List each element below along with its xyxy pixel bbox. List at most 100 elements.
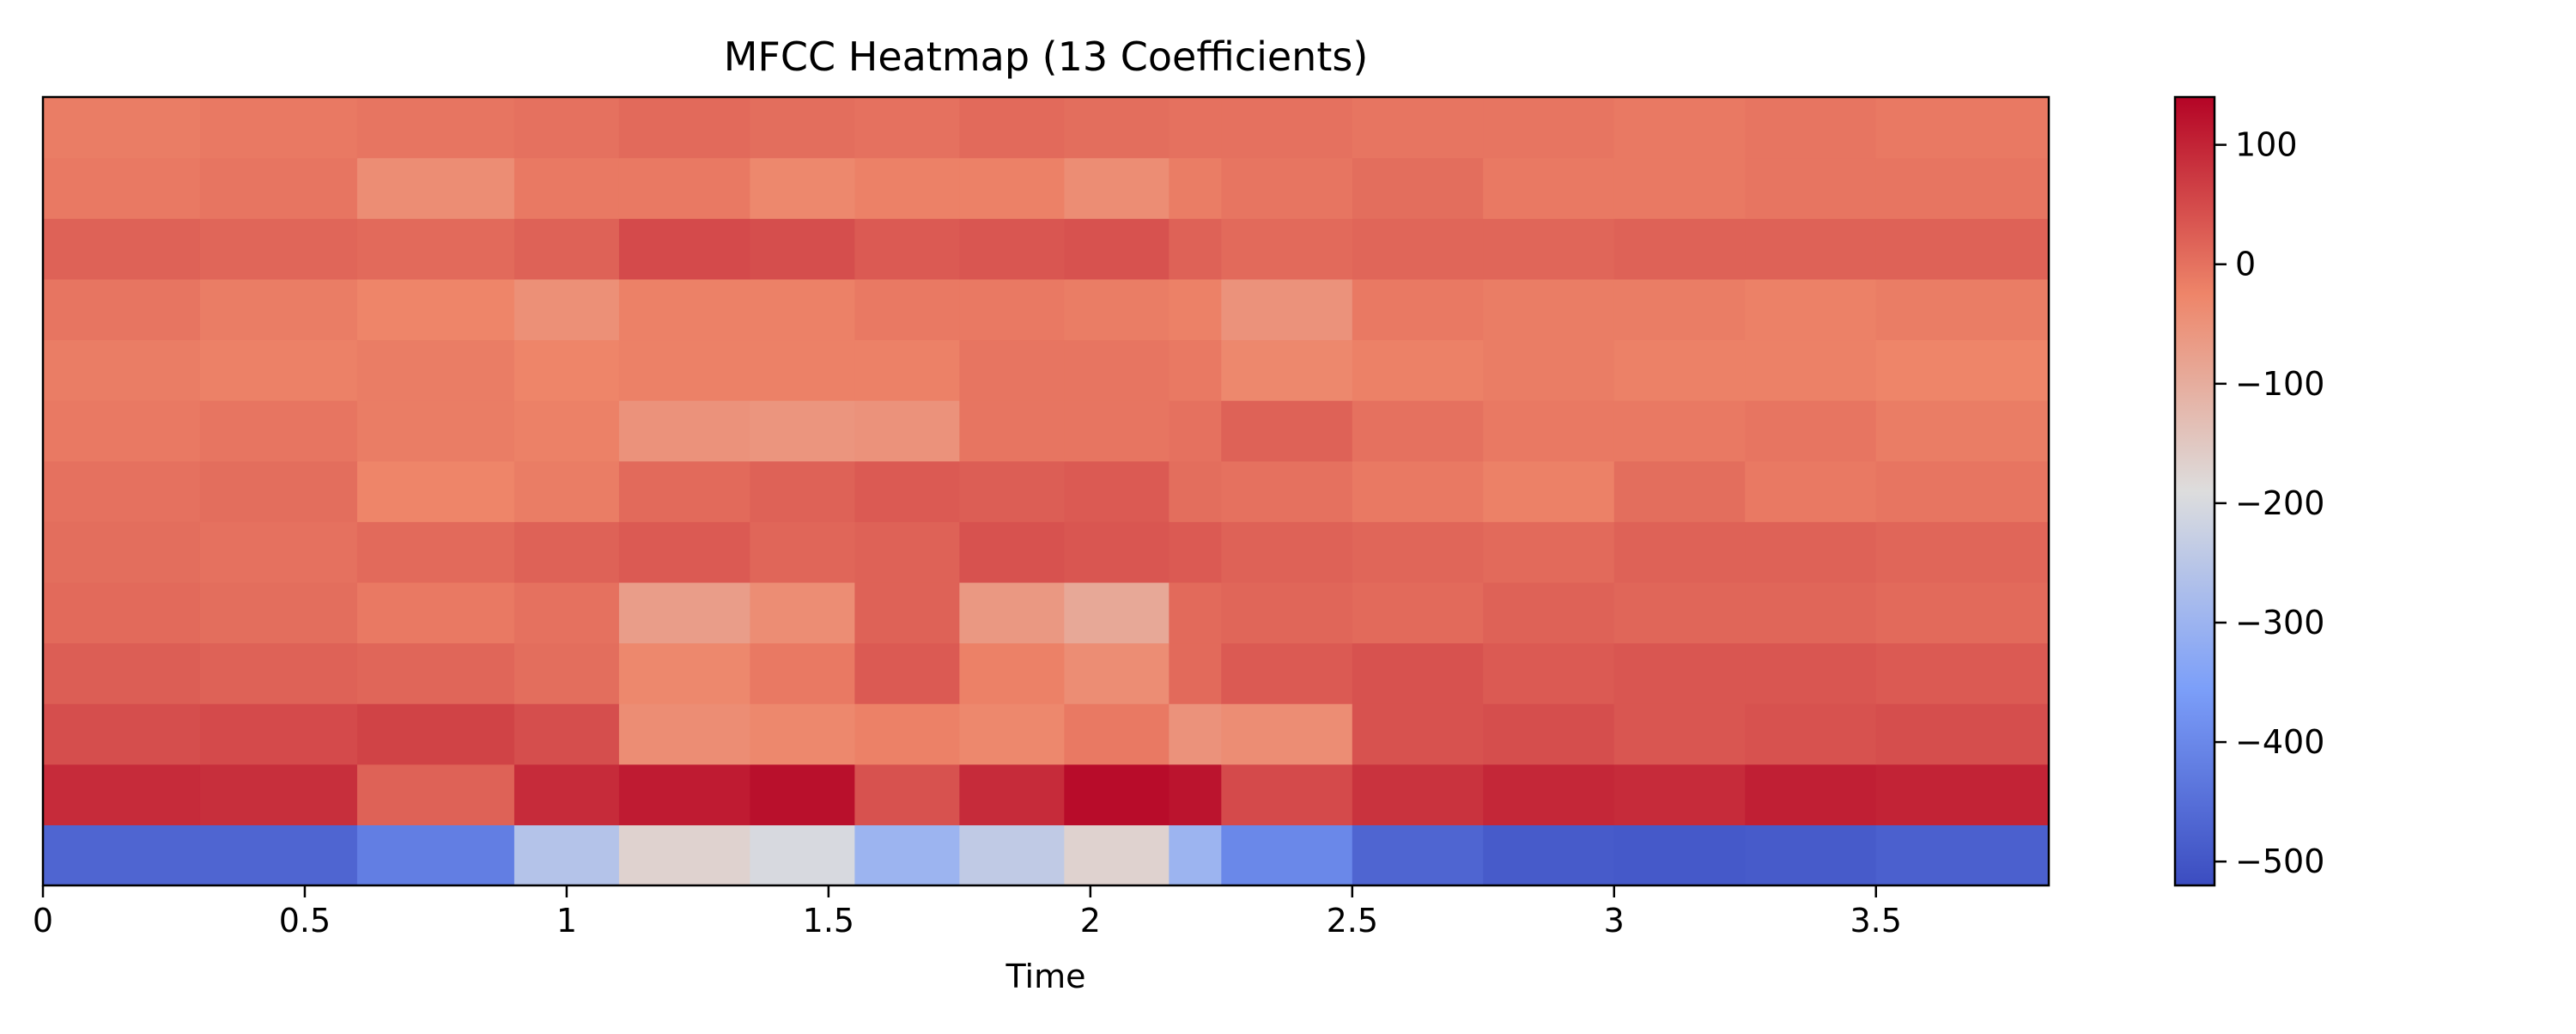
heatmap-cell <box>618 157 750 219</box>
heatmap-cell <box>1613 157 1746 219</box>
heatmap-cell <box>1613 824 1746 886</box>
heatmap-cell <box>1352 763 1484 825</box>
heatmap-cell <box>854 581 960 644</box>
heatmap-cell <box>1875 521 2050 583</box>
heatmap-cell <box>356 339 515 401</box>
colorbar-tick-label: 100 <box>2235 126 2298 164</box>
heatmap-cell <box>959 97 1065 159</box>
heatmap-cell <box>854 642 960 704</box>
heatmap-cell <box>1169 278 1222 341</box>
heatmap-cell <box>1483 763 1615 825</box>
heatmap-cell <box>959 157 1065 219</box>
heatmap-cell <box>1064 703 1170 765</box>
heatmap-cell <box>1483 400 1615 462</box>
heatmap-cell <box>1483 642 1615 704</box>
heatmap-cell <box>1221 581 1353 644</box>
heatmap-cell <box>1352 339 1484 401</box>
heatmap-cell <box>1483 218 1615 280</box>
heatmap-cell <box>43 824 201 886</box>
chart-title: MFCC Heatmap (13 Coefficients) <box>724 33 1369 80</box>
x-tick-label: 3.5 <box>1850 902 1902 940</box>
heatmap-cell <box>1483 703 1615 765</box>
heatmap-cell <box>1064 278 1170 341</box>
heatmap-cell <box>1875 400 2050 462</box>
heatmap-cell <box>43 400 201 462</box>
heatmap-cell <box>43 763 201 825</box>
heatmap-cell <box>618 460 750 522</box>
heatmap-cell <box>1352 521 1484 583</box>
heatmap-cell <box>356 703 515 765</box>
heatmap-cell <box>854 763 960 825</box>
heatmap-cell <box>1064 581 1170 644</box>
heatmap-cell <box>1875 703 2050 765</box>
heatmap-cell <box>1064 642 1170 704</box>
heatmap-cell <box>1875 218 2050 280</box>
heatmap-cell <box>1221 521 1353 583</box>
heatmap-cell <box>199 339 358 401</box>
heatmap-cell <box>1064 157 1170 219</box>
heatmap-cell <box>1745 763 1877 825</box>
colorbar-tick-label: −200 <box>2235 484 2324 522</box>
heatmap-cell <box>43 521 201 583</box>
plot-frame <box>41 95 2050 887</box>
heatmap-cell <box>199 763 358 825</box>
x-tick-label: 0.5 <box>279 902 331 940</box>
heatmap-cell <box>750 278 855 341</box>
x-tick-label: 0 <box>33 902 53 940</box>
heatmap-cell <box>513 460 620 522</box>
heatmap-cell <box>356 824 515 886</box>
heatmap-cell <box>750 521 855 583</box>
heatmap-cell <box>199 824 358 886</box>
heatmap-cell <box>1745 521 1877 583</box>
x-tick-label: 2 <box>1080 902 1101 940</box>
heatmap-cell <box>1745 278 1877 341</box>
heatmap-cell <box>750 642 855 704</box>
heatmap-cell <box>750 400 855 462</box>
heatmap-cell <box>854 521 960 583</box>
heatmap-cell <box>1483 157 1615 219</box>
heatmap-cell <box>1169 400 1222 462</box>
heatmap-cell <box>43 157 201 219</box>
heatmap-cell <box>1169 339 1222 401</box>
x-axis-label: Time <box>1005 958 1086 995</box>
heatmap-cell <box>1352 460 1484 522</box>
heatmap-cell <box>1745 460 1877 522</box>
heatmap-cell <box>199 581 358 644</box>
heatmap-cell <box>854 157 960 219</box>
heatmap-cell <box>1169 642 1222 704</box>
heatmap-cell <box>513 278 620 341</box>
heatmap-cell <box>854 339 960 401</box>
heatmap-cell <box>1064 460 1170 522</box>
heatmap-cell <box>1169 97 1222 159</box>
heatmap-cell <box>618 400 750 462</box>
heatmap-cell <box>854 824 960 886</box>
heatmap-cell <box>1745 703 1877 765</box>
heatmap-cell <box>618 824 750 886</box>
heatmap-cell <box>1875 824 2050 886</box>
heatmap-cell <box>43 339 201 401</box>
heatmap-cell <box>199 460 358 522</box>
heatmap-cell <box>1169 218 1222 280</box>
heatmap-cell <box>513 218 620 280</box>
heatmap-cell <box>1745 400 1877 462</box>
heatmap-cell <box>356 278 515 341</box>
heatmap-cell <box>513 703 620 765</box>
heatmap-cell <box>1352 278 1484 341</box>
heatmap-cell <box>618 278 750 341</box>
heatmap-cell <box>1875 642 2050 704</box>
heatmap-cell <box>750 97 855 159</box>
heatmap-cell <box>356 763 515 825</box>
x-axis: 0 0.5 1 1.5 2 2.5 3 3.5 <box>33 885 1902 940</box>
heatmap-cell <box>750 824 855 886</box>
heatmap-cell <box>854 400 960 462</box>
heatmap-cell <box>1613 97 1746 159</box>
heatmap-cell <box>959 703 1065 765</box>
heatmap-cell <box>1221 460 1353 522</box>
heatmap-cell <box>356 218 515 280</box>
heatmap-cell <box>959 339 1065 401</box>
heatmap-cell <box>1221 400 1353 462</box>
heatmap-cell <box>750 703 855 765</box>
heatmap-cell <box>1875 339 2050 401</box>
heatmap-cell <box>1875 581 2050 644</box>
